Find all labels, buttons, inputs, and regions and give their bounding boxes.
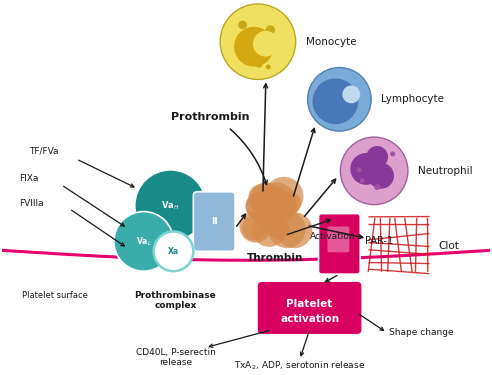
- Circle shape: [262, 52, 269, 59]
- Circle shape: [366, 146, 388, 168]
- Circle shape: [267, 41, 273, 47]
- Circle shape: [308, 68, 371, 131]
- Circle shape: [114, 211, 174, 271]
- Text: PAR-1: PAR-1: [365, 236, 393, 246]
- Circle shape: [374, 184, 380, 190]
- Text: Lymphocyte: Lymphocyte: [381, 94, 444, 104]
- Text: Platelet: Platelet: [286, 299, 333, 309]
- Text: TxA$_2$, ADP, serotonin release: TxA$_2$, ADP, serotonin release: [234, 360, 365, 372]
- Circle shape: [253, 31, 279, 57]
- Circle shape: [368, 163, 394, 189]
- Text: Activation: Activation: [309, 232, 355, 241]
- Text: Shape change: Shape change: [389, 328, 454, 337]
- Circle shape: [247, 48, 254, 55]
- Circle shape: [266, 26, 275, 35]
- Circle shape: [268, 190, 291, 213]
- Circle shape: [267, 192, 297, 222]
- Circle shape: [390, 152, 395, 156]
- Circle shape: [265, 207, 286, 227]
- Circle shape: [269, 191, 290, 212]
- Text: FIXa: FIXa: [20, 174, 39, 183]
- Text: Platelet surface: Platelet surface: [22, 291, 88, 300]
- Text: TF/FVa: TF/FVa: [30, 147, 59, 156]
- Circle shape: [277, 192, 301, 215]
- Circle shape: [261, 212, 285, 236]
- Circle shape: [248, 184, 275, 210]
- Circle shape: [277, 212, 312, 248]
- Circle shape: [246, 193, 273, 220]
- Circle shape: [252, 187, 288, 224]
- FancyBboxPatch shape: [193, 192, 235, 251]
- Circle shape: [256, 61, 262, 68]
- Text: Va$_H$: Va$_H$: [161, 200, 180, 212]
- Text: activation: activation: [280, 314, 339, 324]
- FancyBboxPatch shape: [257, 281, 362, 335]
- Circle shape: [357, 167, 362, 172]
- Circle shape: [268, 210, 306, 248]
- Circle shape: [252, 213, 286, 247]
- Circle shape: [257, 183, 296, 222]
- Circle shape: [249, 183, 283, 216]
- Text: FVIIIa: FVIIIa: [20, 199, 44, 208]
- Text: Prothrombin: Prothrombin: [171, 112, 249, 122]
- Circle shape: [342, 86, 360, 103]
- Text: Va$_L$: Va$_L$: [136, 235, 152, 248]
- Circle shape: [256, 190, 288, 222]
- Circle shape: [312, 78, 358, 124]
- Circle shape: [220, 4, 296, 80]
- Text: Thrombin: Thrombin: [246, 253, 303, 263]
- Circle shape: [242, 216, 267, 241]
- Circle shape: [238, 21, 247, 29]
- Circle shape: [250, 45, 258, 52]
- Text: Prothrombinase
complex: Prothrombinase complex: [135, 291, 216, 310]
- FancyBboxPatch shape: [318, 214, 360, 274]
- Text: II: II: [211, 217, 217, 226]
- Circle shape: [268, 218, 290, 240]
- FancyBboxPatch shape: [328, 226, 349, 252]
- Circle shape: [254, 55, 263, 63]
- Circle shape: [360, 178, 365, 183]
- Text: Xa: Xa: [168, 247, 179, 256]
- Circle shape: [246, 191, 276, 222]
- Circle shape: [340, 137, 408, 205]
- Text: Clot: Clot: [439, 242, 460, 251]
- Text: Monocyte: Monocyte: [306, 37, 356, 47]
- Text: CD40L, P-serectin
release: CD40L, P-serectin release: [135, 348, 215, 367]
- Circle shape: [135, 170, 206, 242]
- Circle shape: [350, 153, 382, 185]
- Text: Neutrophil: Neutrophil: [418, 166, 472, 176]
- Circle shape: [266, 64, 271, 69]
- Circle shape: [234, 27, 274, 66]
- Circle shape: [262, 43, 271, 52]
- Circle shape: [257, 185, 287, 215]
- Circle shape: [264, 177, 304, 216]
- Circle shape: [253, 190, 284, 221]
- Circle shape: [240, 211, 272, 243]
- Circle shape: [154, 231, 193, 271]
